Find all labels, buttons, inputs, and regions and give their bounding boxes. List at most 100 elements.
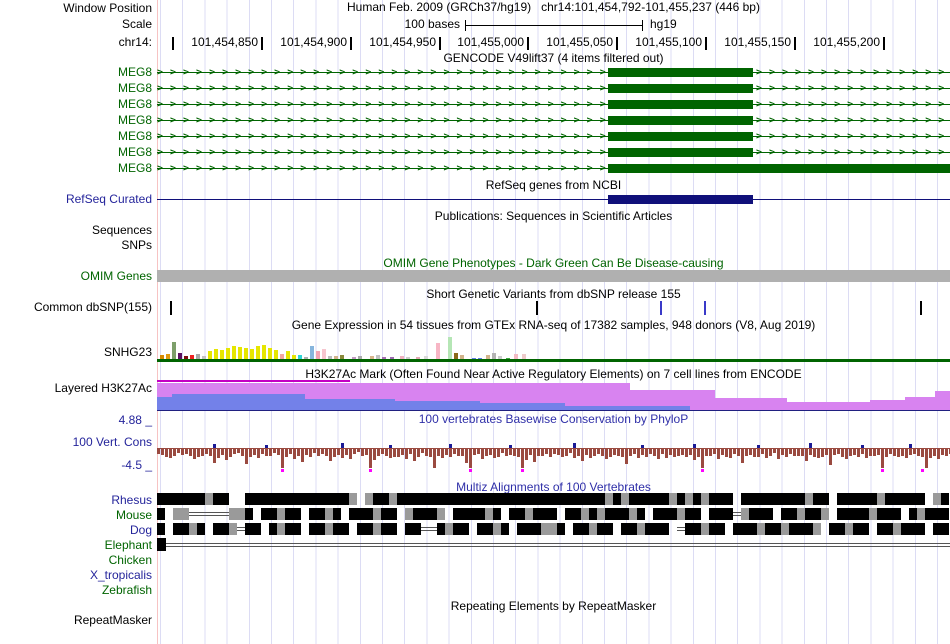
align-segment-mouse[interactable] bbox=[461, 508, 469, 520]
h3k27ac-layer-blue[interactable] bbox=[480, 403, 565, 410]
phylop-down-bar[interactable] bbox=[873, 448, 876, 456]
phylop-down-bar[interactable] bbox=[629, 448, 632, 456]
align-segment-dog[interactable] bbox=[533, 523, 541, 535]
track-label-chicken[interactable]: Chicken bbox=[108, 553, 152, 567]
dbsnp-variant-tick[interactable] bbox=[660, 301, 662, 315]
phylop-down-bar[interactable] bbox=[261, 448, 264, 454]
phylop-down-bar[interactable] bbox=[709, 448, 712, 456]
gtex-tissue-bar[interactable] bbox=[262, 345, 266, 359]
gtex-tissue-bar[interactable] bbox=[486, 355, 490, 359]
phylop-down-bar[interactable] bbox=[237, 448, 240, 453]
align-segment-dog[interactable] bbox=[813, 523, 821, 535]
align-segment-dog[interactable] bbox=[877, 523, 885, 535]
gtex-tissue-bar[interactable] bbox=[390, 357, 394, 359]
align-segment-mouse[interactable] bbox=[573, 508, 581, 520]
align-segment-dog[interactable] bbox=[933, 523, 941, 535]
align-segment-mouse[interactable] bbox=[877, 508, 885, 520]
phylop-down-bar[interactable] bbox=[637, 448, 640, 458]
track-label-meg8[interactable]: MEG8 bbox=[117, 97, 152, 111]
align-segment-mouse[interactable] bbox=[285, 508, 293, 520]
align-segment-rhesus[interactable] bbox=[629, 493, 637, 505]
phylop-down-bar[interactable] bbox=[193, 448, 196, 459]
align-segment-mouse[interactable] bbox=[925, 508, 933, 520]
align-segment-rhesus[interactable] bbox=[573, 493, 581, 505]
dbsnp-variant-tick[interactable] bbox=[536, 301, 538, 315]
align-segment-dog[interactable] bbox=[253, 523, 261, 535]
align-segment-dog[interactable] bbox=[629, 523, 637, 535]
align-segment-dog[interactable] bbox=[389, 523, 397, 535]
align-segment-dog[interactable] bbox=[717, 523, 725, 535]
align-segment-rhesus[interactable] bbox=[365, 493, 373, 505]
gtex-tissue-bar[interactable] bbox=[328, 356, 332, 359]
align-segment-dog[interactable] bbox=[381, 523, 389, 535]
phylop-down-bar[interactable] bbox=[721, 448, 724, 455]
phylop-down-bar[interactable] bbox=[577, 448, 580, 456]
phylop-down-bar[interactable] bbox=[529, 448, 532, 455]
phylop-down-bar[interactable] bbox=[737, 448, 740, 456]
track-label-meg8[interactable]: MEG8 bbox=[117, 129, 152, 143]
phylop-down-bar[interactable] bbox=[385, 448, 388, 456]
align-segment-rhesus[interactable] bbox=[485, 493, 493, 505]
align-segment-dog[interactable] bbox=[653, 523, 661, 535]
phylop-down-bar[interactable] bbox=[277, 448, 280, 455]
gtex-tissue-bar[interactable] bbox=[460, 355, 464, 359]
phylop-down-bar[interactable] bbox=[417, 448, 420, 457]
phylop-down-bar[interactable] bbox=[205, 448, 208, 454]
phylop-down-bar[interactable] bbox=[361, 448, 364, 456]
align-segment-mouse[interactable] bbox=[821, 508, 829, 520]
phylop-down-bar[interactable] bbox=[749, 448, 752, 455]
gtex-tissue-bar[interactable] bbox=[280, 354, 284, 359]
align-segment-mouse[interactable] bbox=[869, 508, 877, 520]
align-segment-dog[interactable] bbox=[741, 523, 749, 535]
gencode-meg8-5-intron-line[interactable] bbox=[157, 152, 950, 153]
align-segment-dog[interactable] bbox=[581, 523, 589, 535]
phylop-down-bar[interactable] bbox=[813, 448, 816, 457]
phylop-down-bar[interactable] bbox=[745, 448, 748, 456]
gtex-tissue-bar[interactable] bbox=[472, 358, 476, 359]
track-label-common-dbsnp-155[interactable]: Common dbSNP(155) bbox=[33, 300, 152, 314]
gtex-tissue-bar[interactable] bbox=[160, 355, 164, 359]
align-segment-dog[interactable] bbox=[157, 523, 165, 535]
phylop-down-bar[interactable] bbox=[845, 448, 848, 459]
phylop-down-bar[interactable] bbox=[889, 448, 892, 454]
track-label-sequences[interactable]: Sequences bbox=[91, 223, 152, 237]
align-segment-rhesus[interactable] bbox=[941, 493, 949, 505]
phylop-down-bar[interactable] bbox=[381, 448, 384, 454]
phylop-down-bar[interactable] bbox=[545, 448, 548, 454]
phylop-down-bar[interactable] bbox=[425, 448, 428, 456]
track-label-4-88[interactable]: 4.88 _ bbox=[118, 413, 152, 427]
align-segment-mouse[interactable] bbox=[933, 508, 941, 520]
align-segment-mouse[interactable] bbox=[757, 508, 765, 520]
phylop-down-bar[interactable] bbox=[825, 448, 828, 455]
align-segment-dog[interactable] bbox=[213, 523, 221, 535]
dbsnp-variant-tick[interactable] bbox=[170, 301, 172, 315]
phylop-down-bar[interactable] bbox=[925, 448, 928, 468]
align-segment-rhesus[interactable] bbox=[413, 493, 421, 505]
track-label-repeatmasker[interactable]: RepeatMasker bbox=[73, 613, 152, 627]
phylop-down-bar[interactable] bbox=[273, 448, 276, 453]
align-segment-rhesus[interactable] bbox=[693, 493, 701, 505]
align-segment-dog[interactable] bbox=[293, 523, 301, 535]
align-segment-rhesus[interactable] bbox=[813, 493, 821, 505]
align-segment-mouse[interactable] bbox=[853, 508, 861, 520]
gtex-tissue-bar[interactable] bbox=[478, 358, 482, 359]
phylop-up-bar[interactable] bbox=[757, 445, 760, 448]
align-segment-dog[interactable] bbox=[573, 523, 581, 535]
gtex-tissue-bar[interactable] bbox=[454, 353, 458, 359]
phylop-down-bar[interactable] bbox=[377, 448, 380, 456]
phylop-down-bar[interactable] bbox=[661, 448, 664, 454]
phylop-down-bar[interactable] bbox=[781, 448, 784, 455]
phylop-down-bar[interactable] bbox=[413, 448, 416, 461]
align-segment-rhesus[interactable] bbox=[765, 493, 773, 505]
gtex-tissue-bar[interactable] bbox=[238, 347, 242, 359]
phylop-up-bar[interactable] bbox=[909, 444, 912, 448]
phylop-down-bar[interactable] bbox=[905, 448, 908, 458]
phylop-up-bar[interactable] bbox=[265, 445, 268, 448]
phylop-up-bar[interactable] bbox=[341, 443, 344, 448]
align-segment-dog[interactable] bbox=[661, 523, 669, 535]
gtex-tissue-bar[interactable] bbox=[514, 354, 518, 359]
align-segment-rhesus[interactable] bbox=[589, 493, 597, 505]
ruler-tick[interactable] bbox=[883, 37, 885, 50]
phylop-down-bar[interactable] bbox=[437, 448, 440, 456]
align-segment-dog[interactable] bbox=[269, 523, 277, 535]
